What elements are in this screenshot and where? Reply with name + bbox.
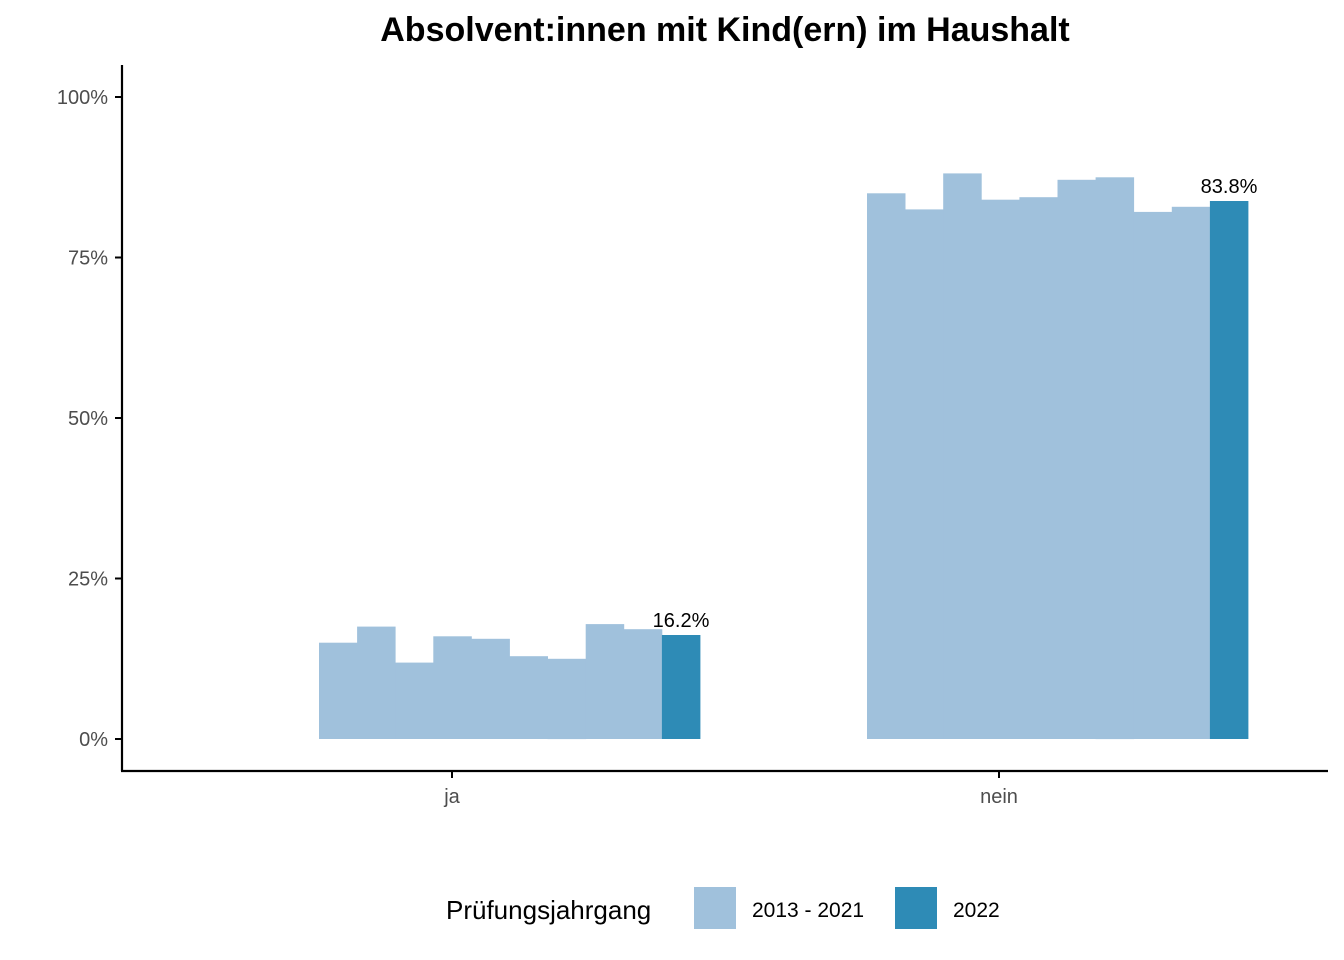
- bar-nein-2015: [943, 173, 982, 739]
- bar-nein-2018: [1057, 179, 1096, 740]
- bar-nein-2022: [1209, 201, 1249, 739]
- bar-nein-2013: [867, 193, 906, 740]
- x-tick-label-nein: nein: [980, 786, 1018, 808]
- legend-key-2022: [895, 887, 937, 929]
- y-tick-label-50: 50%: [68, 408, 108, 430]
- data-label-nein: 83.8%: [1201, 176, 1258, 198]
- y-axis: 0% 25% 50% 75% 100%: [57, 65, 124, 771]
- bar-ja-2019: [547, 658, 587, 740]
- bars-layer: [319, 173, 1249, 740]
- bar-ja-2014: [357, 626, 396, 739]
- data-label-ja: 16.2%: [653, 610, 710, 632]
- bar-nein-2016: [981, 199, 1020, 739]
- bar-ja-2020: [585, 624, 625, 739]
- y-tick-label-25: 25%: [68, 569, 108, 591]
- bar-ja-2017: [471, 638, 510, 739]
- bar-ja-2021: [623, 629, 663, 739]
- legend-label-2022: 2022: [953, 899, 1000, 922]
- y-tick-label-0: 0%: [79, 729, 108, 751]
- bar-nein-2020: [1133, 211, 1173, 739]
- bar-nein-2014: [905, 209, 944, 739]
- bar-nein-2017: [1019, 197, 1058, 739]
- bar-ja-2013: [319, 642, 358, 739]
- x-axis: ja nein: [121, 769, 1328, 808]
- legend-key-2013-2021: [694, 887, 736, 929]
- bar-nein-2019: [1095, 177, 1135, 740]
- y-tick-label-100: 100%: [57, 87, 108, 109]
- legend-title: Prüfungsjahrgang: [446, 895, 651, 925]
- chart-title: Absolvent:innen mit Kind(ern) im Haushal…: [380, 11, 1069, 49]
- data-labels: 16.2% 83.8%: [653, 176, 1258, 632]
- x-tick-label-ja: ja: [443, 786, 460, 808]
- legend-label-2013-2021: 2013 - 2021: [752, 899, 864, 922]
- bar-ja-2016: [433, 636, 472, 739]
- bar-ja-2022: [661, 635, 701, 739]
- bar-ja-2015: [395, 662, 434, 739]
- y-tick-label-75: 75%: [68, 248, 108, 270]
- bar-ja-2018: [509, 656, 548, 739]
- bar-nein-2021: [1171, 206, 1211, 740]
- legend: Prüfungsjahrgang 2013 - 2021 2022: [446, 887, 1000, 929]
